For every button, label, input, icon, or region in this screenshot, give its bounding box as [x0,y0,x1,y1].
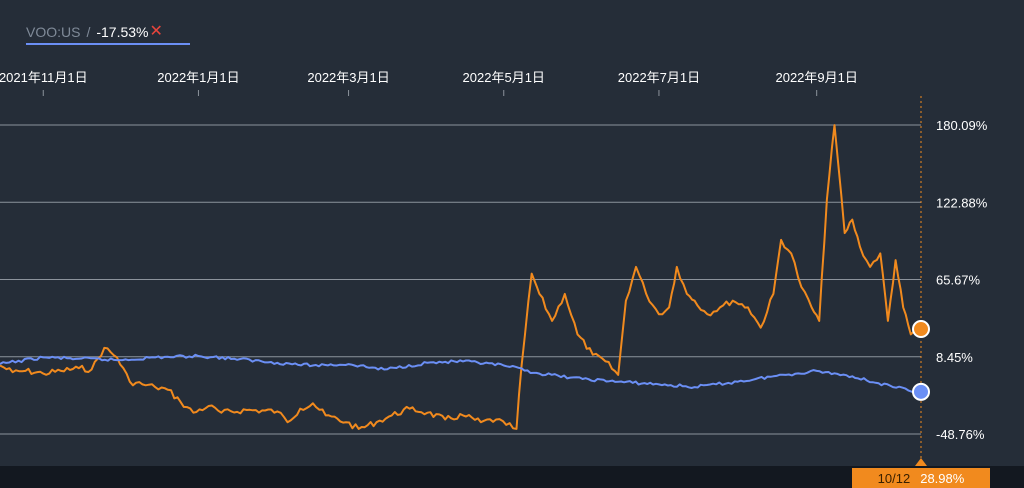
x-tick-label: 2021年11月1日 [0,70,88,85]
x-tick-label: 2022年3月1日 [307,70,389,85]
legend-ticker: VOO:US [26,24,81,40]
crosshair-badge: 10/12 28.98% [852,468,990,488]
y-tick-label: -48.76% [936,427,985,442]
x-tick-label: 2022年5月1日 [463,70,545,85]
blue-series-endpoint [912,382,930,401]
x-axis: 2021年11月1日 2022年1月1日 2022年3月1日 2022年5月1日 202… [0,70,858,96]
crosshair-pointer [915,458,927,466]
legend-change: -17.53% [96,24,149,40]
legend-separator: / [86,24,91,40]
legend: VOO:US / -17.53% ✕ [26,18,163,46]
orange-series-endpoint [912,320,930,339]
x-tick-label: 2022年9月1日 [775,70,857,85]
x-tick-label: 2022年7月1日 [618,70,700,85]
series-lines [0,124,930,430]
y-tick-label: 65.67% [936,273,981,288]
bottom-bar [0,466,1024,488]
y-tick-label: 8.45% [936,350,973,365]
blue-series-line [0,353,922,394]
crosshair-date: 10/12 [877,470,911,486]
close-icon[interactable]: ✕ [149,23,163,40]
x-tick-label: 2022年1月1日 [157,70,239,85]
y-axis: 180.09% 122.88% 65.67% 8.45% -48.76% [936,118,988,442]
orange-series-line [0,124,922,430]
y-tick-label: 180.09% [936,118,988,133]
grid-lines [0,96,927,466]
legend-underline [26,43,190,45]
crosshair-value: 28.98% [920,470,965,486]
y-tick-label: 122.88% [936,195,988,210]
